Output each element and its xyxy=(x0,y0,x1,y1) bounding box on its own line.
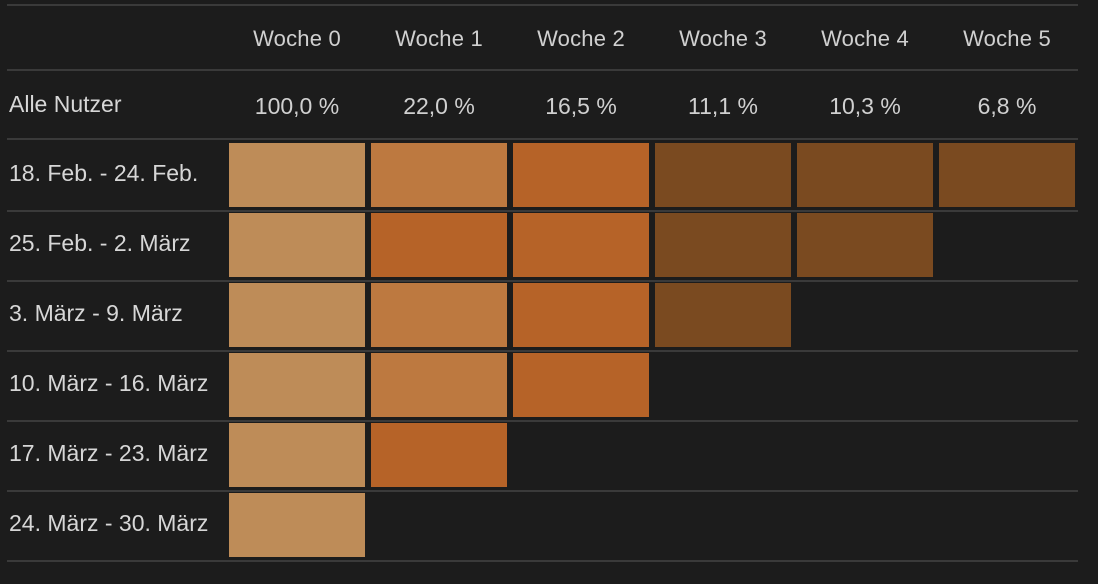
divider-header xyxy=(7,69,1078,71)
cohort-cell-2-1[interactable] xyxy=(371,283,507,347)
cohort-cell-3-2[interactable] xyxy=(513,353,649,417)
summary-value-1: 22,0 % xyxy=(403,93,475,119)
cohort-row-label-2: 3. März - 9. März xyxy=(9,300,183,326)
summary-value-4: 10,3 % xyxy=(829,93,901,119)
column-header-3: Woche 3 xyxy=(679,26,767,51)
cohort-cell-0-2[interactable] xyxy=(513,143,649,207)
column-header-1: Woche 1 xyxy=(395,26,483,51)
divider-row-5 xyxy=(7,560,1078,562)
cohort-cell-0-1[interactable] xyxy=(371,143,507,207)
cohort-cell-4-1[interactable] xyxy=(371,423,507,487)
cohort-cell-2-2[interactable] xyxy=(513,283,649,347)
cohort-cell-0-3[interactable] xyxy=(655,143,791,207)
divider-summary xyxy=(7,138,1078,140)
cohort-cell-1-0[interactable] xyxy=(229,213,365,277)
cohort-cell-3-0[interactable] xyxy=(229,353,365,417)
summary-value-0: 100,0 % xyxy=(254,93,340,119)
divider-row-4 xyxy=(7,490,1078,492)
summary-value-2: 16,5 % xyxy=(545,93,617,119)
cohort-row-label-4: 17. März - 23. März xyxy=(9,440,209,466)
cohort-cell-5-0[interactable] xyxy=(229,493,365,557)
cohort-cell-3-1[interactable] xyxy=(371,353,507,417)
cohort-cell-2-3[interactable] xyxy=(655,283,791,347)
cohort-cell-1-2[interactable] xyxy=(513,213,649,277)
divider-row-3 xyxy=(7,420,1078,422)
divider-row-1 xyxy=(7,280,1078,282)
column-header-0: Woche 0 xyxy=(253,26,341,51)
cohort-cell-4-0[interactable] xyxy=(229,423,365,487)
cohort-row-label-0: 18. Feb. - 24. Feb. xyxy=(9,160,199,186)
column-header-2: Woche 2 xyxy=(537,26,625,51)
cohort-cell-0-5[interactable] xyxy=(939,143,1075,207)
cohort-cell-1-1[interactable] xyxy=(371,213,507,277)
cohort-row-label-3: 10. März - 16. März xyxy=(9,370,209,396)
divider-top xyxy=(7,4,1078,6)
cohort-cell-2-0[interactable] xyxy=(229,283,365,347)
column-header-4: Woche 4 xyxy=(821,26,909,51)
cohort-row-label-5: 24. März - 30. März xyxy=(9,510,209,536)
summary-value-3: 11,1 % xyxy=(688,93,758,119)
divider-row-0 xyxy=(7,210,1078,212)
cohort-cell-0-4[interactable] xyxy=(797,143,933,207)
column-header-5: Woche 5 xyxy=(963,26,1051,51)
cohort-cell-0-0[interactable] xyxy=(229,143,365,207)
summary-value-5: 6,8 % xyxy=(977,93,1037,119)
cohort-cell-1-3[interactable] xyxy=(655,213,791,277)
cohort-row-label-1: 25. Feb. - 2. März xyxy=(9,230,191,256)
cohort-cell-1-4[interactable] xyxy=(797,213,933,277)
summary-row-label: Alle Nutzer xyxy=(9,91,122,117)
divider-row-2 xyxy=(7,350,1078,352)
